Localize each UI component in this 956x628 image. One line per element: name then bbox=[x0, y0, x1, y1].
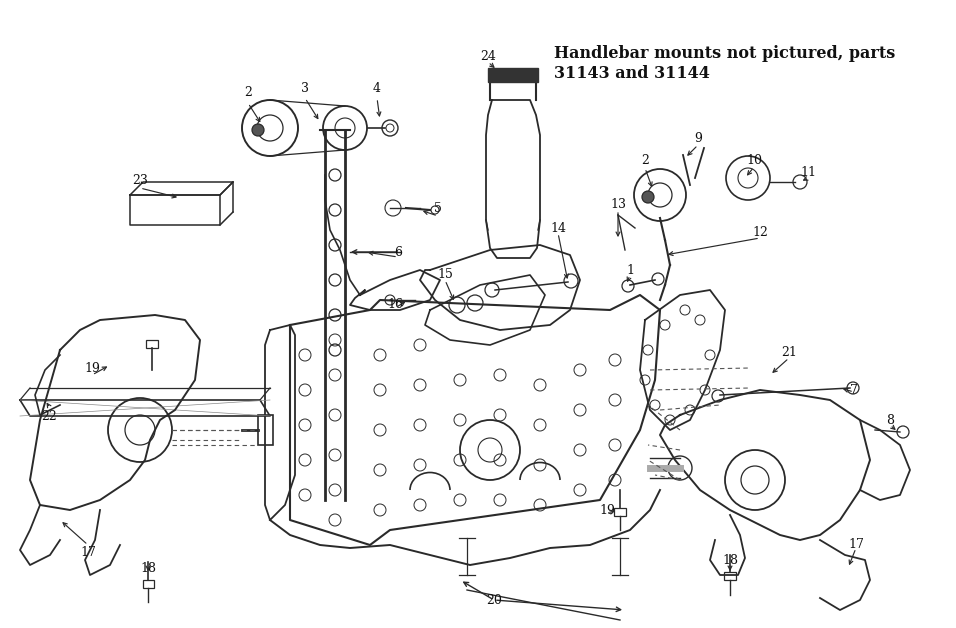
Bar bbox=[258, 415, 273, 445]
Text: 15: 15 bbox=[437, 269, 453, 281]
Bar bbox=[614, 508, 626, 516]
Text: 19: 19 bbox=[599, 504, 615, 516]
Text: 12: 12 bbox=[752, 225, 768, 239]
Text: 17: 17 bbox=[80, 546, 96, 558]
Circle shape bbox=[252, 124, 264, 136]
Text: 4: 4 bbox=[373, 82, 381, 94]
Text: 2: 2 bbox=[244, 87, 252, 99]
Bar bbox=[146, 340, 158, 348]
Text: 6: 6 bbox=[394, 247, 402, 259]
Bar bbox=[143, 580, 154, 588]
Text: 10: 10 bbox=[746, 153, 762, 166]
Text: 24: 24 bbox=[480, 50, 496, 63]
Text: 13: 13 bbox=[610, 197, 626, 210]
Text: 1: 1 bbox=[626, 264, 634, 276]
Text: 2: 2 bbox=[641, 153, 649, 166]
Text: 17: 17 bbox=[848, 538, 864, 551]
Text: 14: 14 bbox=[550, 222, 566, 234]
Text: 16: 16 bbox=[387, 298, 403, 311]
Text: 20: 20 bbox=[486, 593, 502, 607]
Bar bbox=[488, 68, 538, 82]
Text: 9: 9 bbox=[694, 131, 702, 144]
Text: 5: 5 bbox=[434, 202, 442, 215]
Text: 19: 19 bbox=[84, 362, 100, 374]
Text: 22: 22 bbox=[41, 409, 56, 423]
Text: 11: 11 bbox=[800, 166, 816, 180]
Text: 8: 8 bbox=[886, 413, 894, 426]
Circle shape bbox=[642, 191, 654, 203]
Text: 18: 18 bbox=[722, 553, 738, 566]
Text: 21: 21 bbox=[781, 345, 797, 359]
Text: 18: 18 bbox=[140, 561, 156, 575]
Text: 3: 3 bbox=[301, 82, 309, 94]
Bar bbox=[724, 572, 736, 580]
Text: 23: 23 bbox=[132, 173, 148, 187]
Text: 7: 7 bbox=[850, 384, 858, 396]
Text: Handlebar mounts not pictured, parts
31143 and 31144: Handlebar mounts not pictured, parts 311… bbox=[554, 45, 895, 82]
